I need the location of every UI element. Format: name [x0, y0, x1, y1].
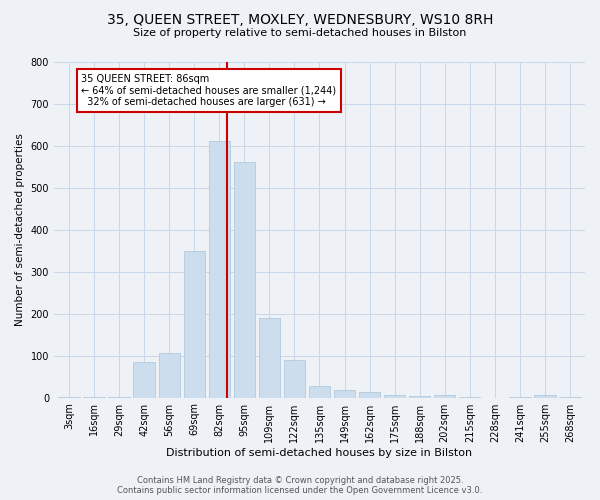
Bar — [309, 386, 330, 398]
Bar — [233, 162, 255, 398]
Bar — [334, 390, 355, 398]
Bar — [158, 354, 180, 398]
Bar — [409, 396, 430, 398]
Y-axis label: Number of semi-detached properties: Number of semi-detached properties — [15, 133, 25, 326]
X-axis label: Distribution of semi-detached houses by size in Bilston: Distribution of semi-detached houses by … — [166, 448, 473, 458]
Text: 35, QUEEN STREET, MOXLEY, WEDNESBURY, WS10 8RH: 35, QUEEN STREET, MOXLEY, WEDNESBURY, WS… — [107, 12, 493, 26]
Bar — [83, 396, 104, 398]
Bar — [184, 250, 205, 398]
Bar — [109, 396, 130, 398]
Bar — [133, 362, 155, 398]
Bar — [384, 396, 405, 398]
Text: Contains HM Land Registry data © Crown copyright and database right 2025.
Contai: Contains HM Land Registry data © Crown c… — [118, 476, 482, 495]
Bar — [359, 392, 380, 398]
Bar — [434, 395, 455, 398]
Bar — [534, 396, 556, 398]
Bar — [209, 142, 230, 398]
Text: Size of property relative to semi-detached houses in Bilston: Size of property relative to semi-detach… — [133, 28, 467, 38]
Bar — [559, 396, 581, 398]
Bar — [58, 396, 80, 398]
Bar — [284, 360, 305, 398]
Bar — [259, 318, 280, 398]
Text: 35 QUEEN STREET: 86sqm
← 64% of semi-detached houses are smaller (1,244)
  32% o: 35 QUEEN STREET: 86sqm ← 64% of semi-det… — [82, 74, 337, 108]
